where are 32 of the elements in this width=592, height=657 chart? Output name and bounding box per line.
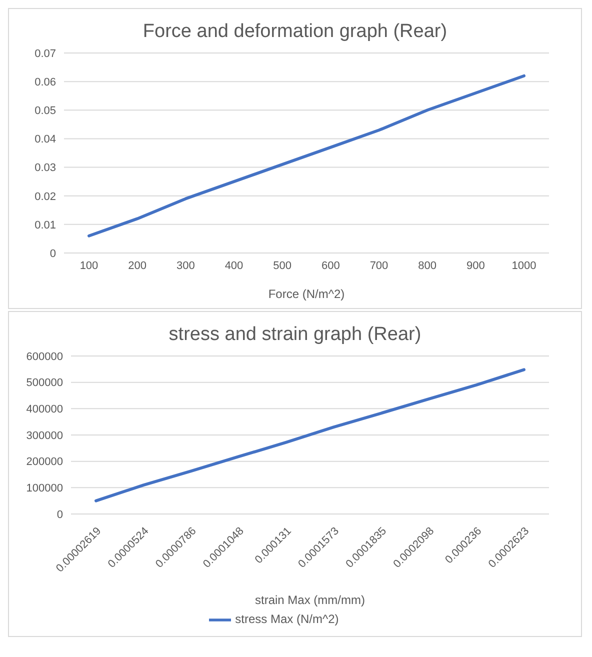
y-tick-label: 0.01: [34, 219, 56, 232]
x-tick-label: 800: [418, 260, 437, 272]
y-tick-label: 600000: [26, 350, 63, 363]
y-tick-label: 0.05: [34, 105, 56, 118]
legend-label: stress Max (N/m^2): [235, 612, 339, 626]
x-axis-title: strain Max (mm/mm): [255, 593, 365, 607]
line-series: [88, 74, 526, 238]
x-tick-label: 500: [273, 260, 292, 272]
y-tick-label: 0: [50, 248, 56, 260]
y-tick-label: 400000: [26, 404, 63, 416]
x-tick-label: 900: [466, 260, 485, 272]
x-tick-label: 600: [321, 260, 340, 272]
y-tick-label: 200000: [26, 456, 63, 468]
y-tick-label: 0.07: [34, 48, 56, 60]
x-tick-label: 1000: [512, 260, 536, 272]
y-tick-label: 0.02: [34, 190, 56, 203]
line-series: [94, 368, 526, 502]
y-tick-label: 500000: [26, 377, 63, 390]
x-tick-label: 300: [176, 260, 195, 272]
chart-title: stress and strain graph (Rear): [168, 324, 422, 346]
chart-title: Force and deformation graph (Rear): [142, 21, 448, 43]
x-tick-label: 200: [128, 260, 147, 272]
x-tick-label: 700: [370, 260, 388, 272]
y-tick-label: 100000: [26, 482, 63, 495]
x-tick-label: 100: [80, 260, 98, 272]
y-tick-label: 0: [56, 508, 63, 521]
x-axis-title: Force (N/m^2): [268, 287, 345, 301]
y-tick-label: 0.03: [34, 162, 56, 174]
y-tick-label: 0.06: [34, 76, 56, 88]
y-tick-label: 0.04: [34, 134, 56, 146]
x-tick-label: 400: [224, 260, 244, 272]
y-tick-label: 300000: [26, 430, 63, 442]
